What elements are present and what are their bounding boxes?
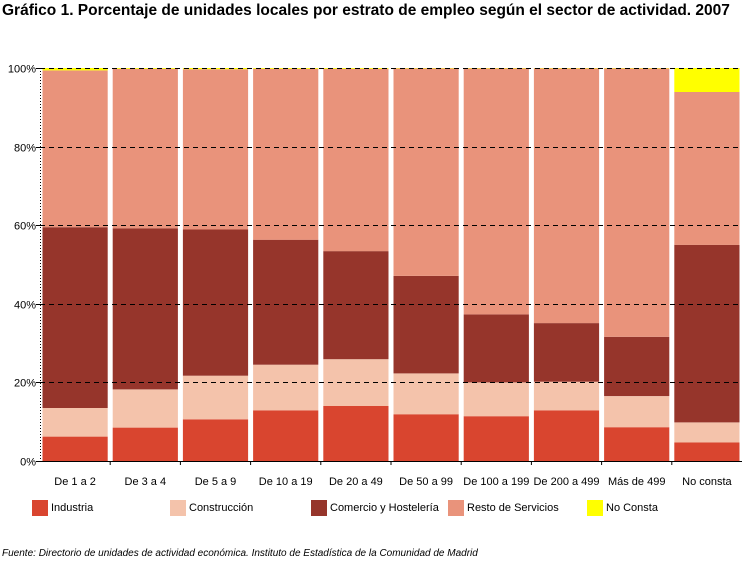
legend-label-2: Construcción (189, 502, 254, 514)
bar-segment-10-3 (674, 244, 740, 423)
legend-item-2: Construcción (170, 500, 253, 516)
source-note: Fuente: Directorio de unidades de activi… (2, 548, 478, 559)
bar-segment-9-4 (604, 68, 670, 337)
bar-segment-6-1 (393, 414, 459, 461)
legend-item-5: No Consta (587, 500, 658, 516)
x-tick-label-7: De 100 a 199 (463, 476, 529, 488)
x-tick-label-6: De 50 a 99 (399, 476, 453, 488)
bar-segment-8-3 (533, 323, 600, 382)
bar-segment-4-3 (253, 239, 319, 365)
bar-segment-5-1 (323, 406, 389, 461)
bar-segment-8-1 (533, 410, 600, 461)
bar-segment-10-5 (674, 68, 740, 92)
bar-segment-10-2 (674, 422, 740, 443)
legend-item-3: Comercio y Hostelería (311, 500, 439, 516)
bar-segment-5-3 (323, 251, 389, 360)
bar-segment-7-1 (463, 416, 529, 461)
y-tick-label-0: 0% (20, 457, 36, 469)
bar-segment-6-2 (393, 373, 459, 415)
legend-label-1: Industria (51, 502, 94, 514)
legend-swatch-5 (587, 500, 603, 516)
legend-swatch-1 (32, 500, 48, 516)
bar-segment-7-4 (463, 68, 529, 315)
y-tick-label-4: 80% (14, 143, 36, 155)
legend-swatch-4 (448, 500, 464, 516)
x-tick-label-8: De 200 a 499 (533, 476, 599, 488)
bar-segment-4-1 (253, 410, 319, 461)
legend-item-4: Resto de Servicios (448, 500, 559, 516)
bar-segment-10-4 (674, 92, 740, 245)
bar-segment-8-4 (533, 68, 600, 324)
x-tick-label-9: Más de 499 (608, 476, 665, 488)
bar-segment-3-3 (182, 229, 249, 376)
bar-segment-6-4 (393, 68, 459, 276)
bar-segment-7-3 (463, 314, 529, 383)
x-tick-label-5: De 20 a 49 (329, 476, 383, 488)
bar-segment-3-4 (182, 69, 249, 230)
x-tick-label-10: No consta (682, 476, 732, 488)
bar-segment-9-1 (604, 427, 670, 461)
x-tick-label-4: De 10 a 19 (259, 476, 313, 488)
axes-layer: De 1 a 2 De 3 a 4 De 5 a 9 De 10 a 19 De 20 … (8, 64, 742, 488)
bar-segment-4-2 (253, 364, 319, 411)
bar-segment-5-4 (323, 68, 389, 252)
grid-layer (40, 68, 742, 383)
legend-label-5: No Consta (606, 502, 658, 514)
bar-segment-4-4 (253, 68, 319, 240)
bar-segment-1-2 (42, 407, 108, 437)
bars-layer (42, 68, 740, 461)
y-tick-label-1: 20% (14, 378, 36, 390)
chart-title: Gráfico 1. Porcentaje de unidades locale… (2, 2, 730, 19)
y-tick-label-3: 60% (14, 221, 36, 233)
bar-segment-2-5 (112, 68, 178, 69)
bar-segment-8-2 (533, 381, 600, 411)
legend-swatch-3 (311, 500, 327, 516)
bar-segment-2-3 (112, 228, 178, 390)
legend-label-3: Comercio y Hostelería (330, 502, 439, 514)
legend-item-1: Industria (32, 500, 93, 516)
bar-segment-7-2 (463, 382, 529, 417)
bar-segment-2-1 (112, 427, 178, 461)
legend-label-4: Resto de Servicios (467, 502, 559, 514)
bar-segment-1-3 (42, 227, 108, 408)
bar-segment-3-1 (182, 419, 249, 461)
y-tick-label-5: 100% (8, 64, 36, 76)
bar-segment-9-2 (604, 396, 670, 428)
stacked-bar-chart: De 1 a 2 De 3 a 4 De 5 a 9 De 10 a 19 De 20 … (8, 64, 742, 488)
bar-segment-10-1 (674, 442, 740, 461)
x-tick-label-3: De 5 a 9 (195, 476, 237, 488)
bar-segment-1-4 (42, 70, 108, 228)
bar-segment-2-4 (112, 68, 178, 229)
legend-swatch-2 (170, 500, 186, 516)
bar-segment-1-1 (42, 436, 108, 461)
bar-segment-2-2 (112, 389, 178, 428)
bar-segment-1-5 (42, 68, 108, 71)
bar-segment-9-3 (604, 336, 670, 397)
y-tick-label-2: 40% (14, 300, 36, 312)
x-tick-label-1: De 1 a 2 (54, 476, 96, 488)
bar-segment-6-3 (393, 275, 459, 374)
x-tick-label-2: De 3 a 4 (125, 476, 167, 488)
